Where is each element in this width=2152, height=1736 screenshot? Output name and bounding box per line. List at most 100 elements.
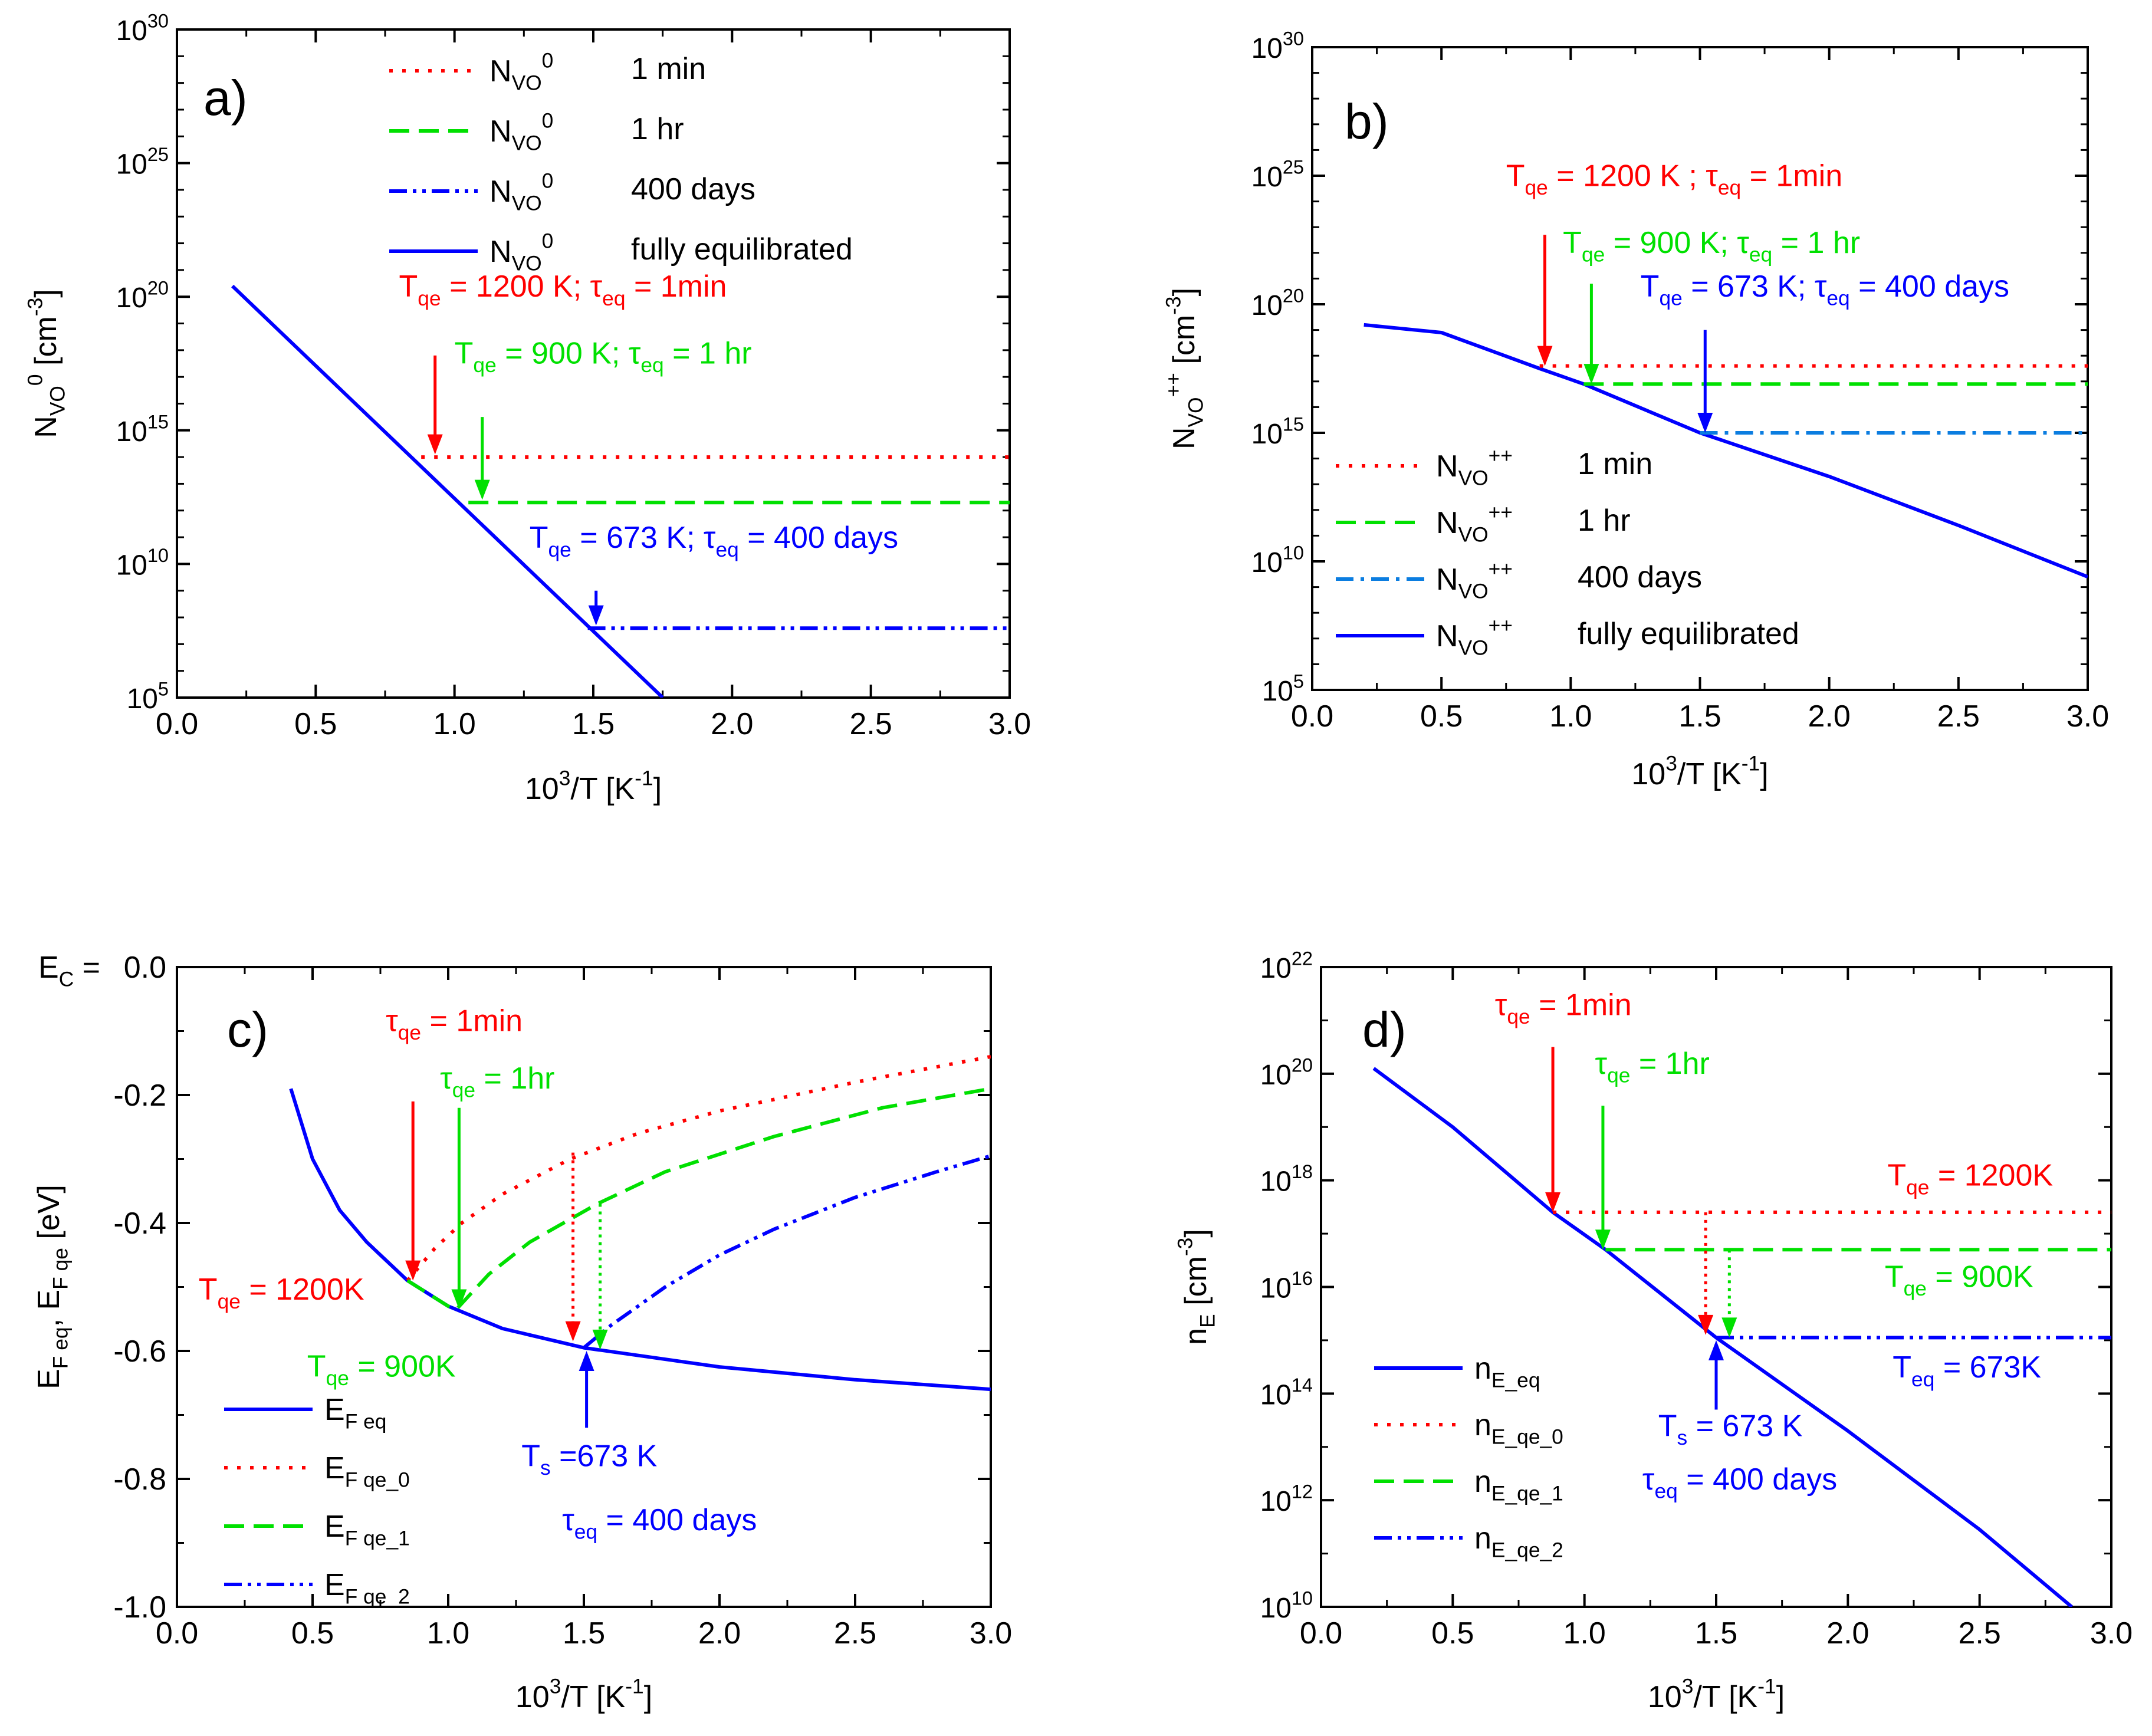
y-tick-label: 1020 (1251, 285, 1304, 321)
legend-label-400d: NVO0 (489, 170, 553, 215)
x-axis-label: 103/T [K-1] (1631, 752, 1768, 791)
series-eq (289, 1088, 991, 1392)
x-tick-label: 3.0 (970, 1616, 1012, 1650)
x-tick-label: 2.5 (834, 1616, 876, 1650)
x-tick-label: 2.0 (1826, 1616, 1869, 1650)
arrowhead (1537, 346, 1553, 366)
x-tick-label: 0.0 (1291, 699, 1333, 734)
x-tick-label: 2.0 (1808, 699, 1851, 734)
legend-label-qe1: nE_qe_1 (1474, 1465, 1563, 1505)
legend-label-1hr: NVO++ (1436, 501, 1513, 547)
annotation: Tqe = 900K (1885, 1260, 2033, 1301)
legend-label-400d: NVO++ (1436, 558, 1513, 603)
arrowhead (1709, 1340, 1724, 1360)
y-tick-label: 1014 (1260, 1375, 1313, 1411)
legend-desc-400d: 400 days (1578, 560, 1702, 594)
legend-desc-1min: 1 min (1578, 447, 1652, 481)
x-tick-label: 1.5 (572, 707, 615, 741)
arrowhead (1545, 1192, 1561, 1212)
y-tick-label: 1015 (1251, 413, 1304, 450)
annotation: Tqe = 1200 K; τeq = 1min (399, 269, 727, 310)
legend: NVO++ 1 min NVO++ 1 hr NVO++ 400 days NVO++ ful… (1336, 445, 1799, 660)
annotation: τqe = 1hr (440, 1061, 554, 1102)
legend-label-eq: EF eq (324, 1393, 386, 1433)
legend-desc-400d: 400 days (631, 172, 755, 206)
arrowhead (565, 1321, 581, 1342)
legend-label-qe1: EF qe_1 (324, 1510, 410, 1550)
y-tick-label: 1030 (1251, 28, 1304, 64)
y-tick-label: 0.0 (124, 951, 166, 985)
legend: NVO0 1 min NVO0 1 hr NVO0 400 days NVO0 fully … (389, 50, 853, 275)
annotation: τeq = 400 days (1642, 1462, 1837, 1503)
y-axis-label: NVO0 [cm-3] (24, 289, 70, 438)
panel-b: 0.0 0.5 1.0 1.5 2.0 2.5 3.0 105 1010 1015 1020 1025… (1162, 28, 2110, 791)
y-tick-label: -0.6 (113, 1334, 166, 1369)
y-tick-label: 1015 (116, 411, 169, 448)
y-tick-label: 1010 (1260, 1587, 1313, 1624)
arrowhead (1583, 364, 1599, 384)
annotation: Tqe = 673 K; τeq = 400 days (1641, 269, 2009, 310)
x-tick-label: 1.0 (427, 1616, 469, 1650)
x-tick-label: 0.5 (1420, 699, 1463, 734)
x-tick-label: 2.5 (1959, 1616, 2001, 1650)
series-group (1364, 323, 2088, 578)
x-axis-label: 103/T [K-1] (1648, 1675, 1785, 1714)
x-axis-label: 103/T [K-1] (515, 1675, 652, 1714)
annotation: τqe = 1hr (1595, 1047, 1710, 1087)
legend-label-eq: nE_eq (1474, 1352, 1540, 1392)
y-tick-label: 1010 (1251, 542, 1304, 578)
y-tick-label: 1022 (1260, 948, 1313, 984)
y-tick-label: 105 (1262, 670, 1304, 707)
annotation: Tqe = 900K (307, 1349, 456, 1390)
panel-label: a) (203, 70, 248, 126)
y-tick-label: 1020 (1260, 1054, 1313, 1091)
x-tick-label: 3.0 (988, 707, 1031, 741)
series-group (289, 1054, 991, 1392)
arrowhead (1697, 413, 1713, 433)
annotation: Ts =673 K (521, 1439, 657, 1479)
legend-label-1min: NVO0 (489, 50, 553, 95)
annotation: Tqe = 900 K; τeq = 1 hr (455, 337, 752, 377)
arrowhead (405, 1260, 421, 1281)
series-group (1372, 1067, 2111, 1607)
x-tick-label: 0.5 (291, 1616, 334, 1650)
conduction-band-label: EC = (38, 951, 100, 991)
x-tick-label: 1.0 (1549, 699, 1592, 734)
y-tick-label: 1025 (1251, 156, 1304, 193)
arrowhead (427, 434, 443, 455)
x-tick-label: 2.0 (698, 1616, 741, 1650)
legend-label-qe0: nE_qe_0 (1474, 1408, 1563, 1449)
x-tick-label: 1.5 (1695, 1616, 1737, 1650)
y-tick-label: 1030 (116, 10, 169, 47)
x-tick-label: 0.5 (1431, 1616, 1474, 1650)
y-tick-label: 1020 (116, 278, 169, 314)
annotation: τqe = 1min (386, 1004, 523, 1045)
legend-label-qe2: EF qe_2 (324, 1568, 410, 1609)
x-tick-label: 2.0 (711, 707, 753, 741)
y-tick-label: 105 (127, 678, 169, 715)
series-full (1364, 323, 2088, 578)
x-tick-label: 0.0 (1300, 1616, 1342, 1650)
panel-c: 0.0 0.5 1.0 1.5 2.0 2.5 3.0 -1.0 -0.8 -0.6 -0.4 -0.… (32, 951, 1012, 1714)
annotation: Teq = 673K (1893, 1350, 2041, 1391)
legend-desc-full: fully equilibrated (631, 232, 853, 267)
series-qe2 (583, 1154, 991, 1349)
x-tick-label: 0.0 (156, 1616, 198, 1650)
series-eq (1372, 1067, 2073, 1607)
legend-label-qe0: EF qe_0 (324, 1451, 410, 1492)
legend-desc-1min: 1 min (631, 52, 706, 86)
y-axis-label: NVO++ [cm-3] (1162, 288, 1208, 449)
legend-desc-full: fully equilibrated (1578, 617, 1799, 651)
x-tick-label: 0.0 (156, 707, 198, 741)
legend-desc-1hr: 1 hr (1578, 504, 1631, 538)
arrowhead (592, 1329, 608, 1350)
annotation: τeq = 400 days (562, 1503, 757, 1544)
y-tick-label: -0.4 (113, 1206, 166, 1241)
annotation: Ts = 673 K (1658, 1409, 1803, 1450)
x-tick-label: 2.5 (1937, 699, 1980, 734)
x-tick-label: 1.0 (433, 707, 476, 741)
panel-label: d) (1362, 1002, 1407, 1057)
y-tick-label: 1010 (116, 545, 169, 581)
y-tick-label: 1018 (1260, 1161, 1313, 1198)
